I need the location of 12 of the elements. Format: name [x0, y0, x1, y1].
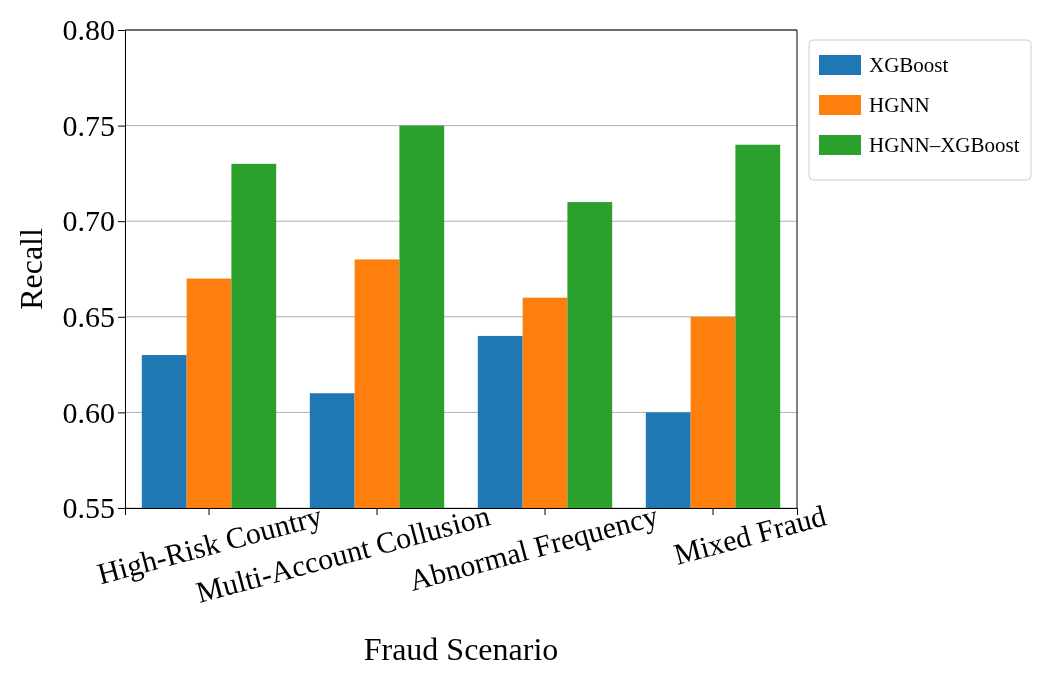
legend-label: HGNN–XGBoost	[869, 133, 1020, 157]
x-tick-label: Mixed Fraud	[670, 498, 830, 571]
legend-label: HGNN	[869, 93, 930, 117]
y-tick-label: 0.60	[62, 395, 115, 429]
x-axis-title: Fraud Scenario	[363, 631, 559, 667]
y-tick-label: 0.65	[62, 299, 115, 333]
y-tick-label: 0.70	[62, 204, 115, 238]
y-tick-label: 0.75	[62, 108, 115, 142]
y-axis-title: Recall	[13, 228, 49, 310]
legend-label: XGBoost	[869, 53, 949, 77]
y-tick-label: 0.55	[62, 491, 115, 525]
y-tick-label: 0.80	[62, 13, 115, 47]
